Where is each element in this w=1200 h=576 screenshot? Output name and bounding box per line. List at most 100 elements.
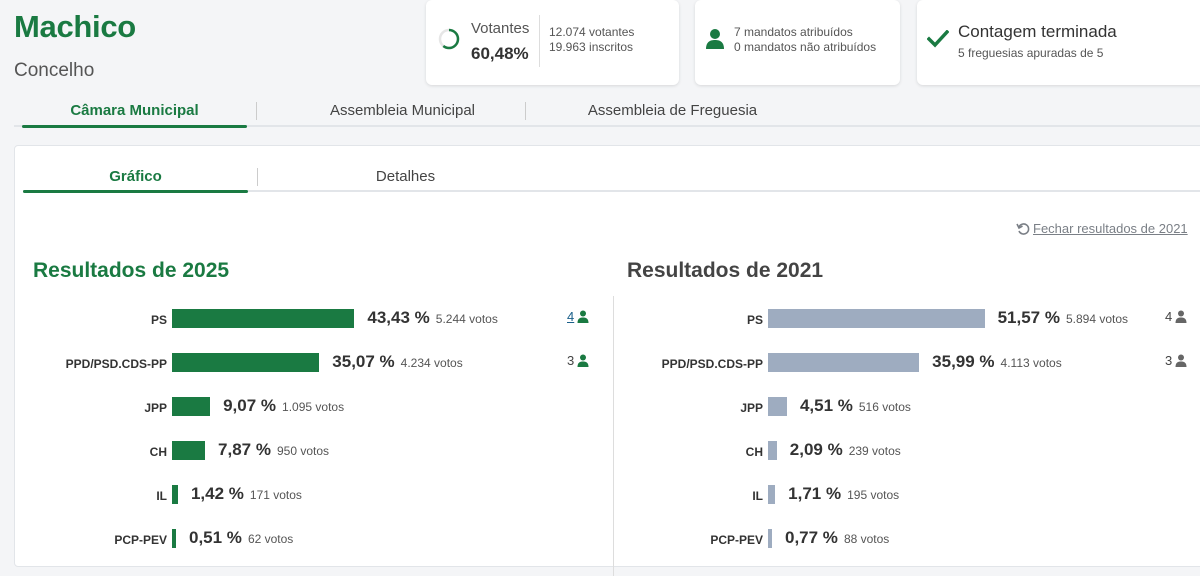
tab-separator xyxy=(525,102,526,120)
party-label: PS xyxy=(150,313,167,327)
votes-label: 171 votos xyxy=(249,488,302,502)
active-subtab-indicator xyxy=(23,190,248,193)
party-label: PS xyxy=(746,313,763,327)
result-row: PS 51,57 % 5.894 votos 4 xyxy=(611,305,1200,335)
card-divider xyxy=(539,15,540,67)
seats-count: 3 xyxy=(1165,353,1187,368)
result-percentage: 1,71 % 195 votos xyxy=(788,484,899,504)
party-label: IL xyxy=(156,489,167,503)
result-percentage: 9,07 % 1.095 votos xyxy=(223,396,344,416)
person-icon xyxy=(706,29,724,49)
percentage-label: 43,43 % xyxy=(367,308,430,327)
result-bar xyxy=(172,485,178,504)
seats-number: 4 xyxy=(567,309,575,324)
votes-label: 195 votos xyxy=(847,488,900,502)
result-bar xyxy=(768,309,985,328)
votantes-card: Votantes 60,48% 12.074 votantes 19.963 i… xyxy=(426,0,679,85)
result-row: PCP-PEV 0,77 % 88 votos xyxy=(611,525,1200,555)
votes-label: 239 votos xyxy=(848,444,901,458)
person-icon xyxy=(1175,310,1187,323)
result-bar xyxy=(768,397,787,416)
result-bar xyxy=(172,397,211,416)
tab-camara-municipal[interactable]: Câmara Municipal xyxy=(70,102,199,119)
votes-label: 5.244 votos xyxy=(435,312,498,326)
votes-label: 5.894 votos xyxy=(1065,312,1129,326)
percentage-label: 1,71 % xyxy=(788,484,842,503)
percentage-label: 9,07 % xyxy=(223,396,277,415)
party-label: PCP-PEV xyxy=(710,533,763,547)
seats-number: 4 xyxy=(1165,309,1173,324)
percentage-label: 2,09 % xyxy=(789,440,843,459)
result-bar xyxy=(768,529,772,548)
seats-count: 4 xyxy=(1165,309,1187,324)
result-percentage: 0,51 % 62 votos xyxy=(189,528,293,548)
result-row: CH 2,09 % 239 votos xyxy=(611,437,1200,467)
party-label: PCP-PEV xyxy=(114,533,167,547)
result-row: PCP-PEV 0,51 % 62 votos xyxy=(15,525,615,555)
mandatos-nao-atribuidos: 0 mandatos não atribuídos xyxy=(734,40,877,54)
page-header: Machico Concelho xyxy=(14,8,136,82)
result-percentage: 1,42 % 171 votos xyxy=(191,484,302,504)
percentage-label: 51,57 % xyxy=(997,308,1060,327)
votes-label: 950 votos xyxy=(276,444,330,458)
inscritos-count: 19.963 inscritos xyxy=(549,40,634,54)
percentage-label: 4,51 % xyxy=(799,396,853,415)
person-icon xyxy=(577,310,589,323)
undo-icon xyxy=(1016,222,1030,235)
view-tabs: Gráfico Detalhes xyxy=(15,146,1200,196)
tab-grafico[interactable]: Gráfico xyxy=(109,168,162,185)
votantes-label: Votantes xyxy=(471,20,530,37)
votantes-count: 12.074 votantes xyxy=(549,25,635,39)
page-title: Machico xyxy=(14,9,136,44)
result-percentage: 4,51 % 516 votos xyxy=(800,396,911,416)
result-row: IL 1,42 % 171 votos xyxy=(15,481,615,511)
votes-label: 4.113 votos xyxy=(1000,356,1062,370)
result-percentage: 35,99 % 4.113 votos xyxy=(932,352,1062,372)
result-bar xyxy=(172,441,206,460)
person-icon xyxy=(577,354,589,367)
contagem-card: Contagem terminada 5 freguesias apuradas… xyxy=(917,0,1200,85)
percentage-label: 35,99 % xyxy=(932,352,995,371)
mandatos-card: 7 mandatos atribuídos 0 mandatos não atr… xyxy=(695,0,900,85)
result-bar xyxy=(172,529,176,548)
result-percentage: 2,09 % 239 votos xyxy=(790,440,901,460)
seats-count: 3 xyxy=(567,353,589,368)
result-row: PPD/PSD.CDS-PP 35,99 % 4.113 votos 3 xyxy=(611,349,1200,379)
percentage-label: 35,07 % xyxy=(332,352,395,371)
result-row: PS 43,43 % 5.244 votos 4 xyxy=(15,305,615,335)
result-percentage: 43,43 % 5.244 votos xyxy=(367,308,497,328)
party-label: IL xyxy=(752,489,763,503)
person-icon xyxy=(1175,354,1187,367)
result-row: CH 7,87 % 950 votos xyxy=(15,437,615,467)
party-label: PPD/PSD.CDS-PP xyxy=(65,357,167,371)
contagem-subtitle: 5 freguesias apuradas de 5 xyxy=(958,46,1104,60)
result-percentage: 7,87 % 950 votos xyxy=(218,440,329,460)
check-icon xyxy=(927,30,949,48)
seats-count[interactable]: 4 xyxy=(567,309,589,324)
fechar-resultados-link[interactable]: Fechar resultados de 2021 xyxy=(1016,221,1188,236)
votes-label: 1.095 votos xyxy=(282,400,345,414)
result-row: IL 1,71 % 195 votos xyxy=(611,481,1200,511)
result-bar xyxy=(768,441,777,460)
tab-assembleia-municipal[interactable]: Assembleia Municipal xyxy=(329,102,476,119)
tabs-baseline xyxy=(14,125,1200,127)
percentage-label: 7,87 % xyxy=(218,440,271,459)
tab-detalhes[interactable]: Detalhes xyxy=(375,168,436,185)
party-label: CH xyxy=(745,445,763,459)
seats-number: 3 xyxy=(567,353,575,368)
tab-separator xyxy=(257,168,258,186)
percentage-label: 1,42 % xyxy=(190,484,244,503)
results-panel: Gráfico Detalhes Fechar resultados de 20… xyxy=(14,145,1200,576)
result-row: JPP 9,07 % 1.095 votos xyxy=(15,393,615,423)
column-divider xyxy=(613,296,614,576)
party-label: JPP xyxy=(144,401,167,415)
result-row: PPD/PSD.CDS-PP 35,07 % 4.234 votos 3 xyxy=(15,349,615,379)
votes-label: 4.234 votos xyxy=(400,356,463,370)
results-2021-title: Resultados de 2021 xyxy=(627,259,824,282)
subtabs-baseline xyxy=(23,190,1200,192)
page-subtitle: Concelho xyxy=(14,60,95,81)
votes-label: 88 votos xyxy=(843,532,890,546)
tab-assembleia-freguesia[interactable]: Assembleia de Freguesia xyxy=(587,102,758,119)
percentage-label: 0,77 % xyxy=(785,528,838,547)
party-label: CH xyxy=(149,445,167,459)
